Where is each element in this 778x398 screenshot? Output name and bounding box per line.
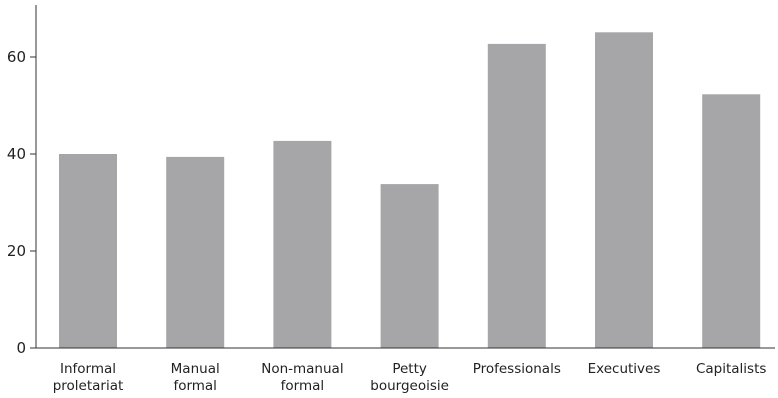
y-tick-label-0: 0: [16, 339, 26, 357]
x-labels-group: Informal proletariat Manual formal Non-manua…: [53, 361, 767, 394]
bar-5: [595, 32, 653, 349]
y-tick-label-3: 60: [7, 48, 26, 66]
y-tick-label-1: 20: [7, 242, 26, 260]
bar-4: [487, 43, 546, 349]
bar-0: [59, 154, 117, 348]
x-category-label-0: Informal proletariat: [53, 361, 124, 394]
bar-3: [380, 184, 439, 348]
bar-6: [702, 94, 761, 348]
x-category-label-3: Petty bourgeoisie: [370, 361, 449, 394]
x-category-label-6: Capitalists: [696, 361, 766, 377]
x-category-label-1: Manual formal: [171, 361, 220, 394]
x-category-label-2: Non-manual formal: [261, 361, 343, 394]
y-ticks-group: 0 20 40 60: [7, 48, 36, 357]
y-tick-label-2: 40: [7, 145, 26, 163]
bar-1: [166, 156, 225, 348]
x-category-label-5: Executives: [588, 361, 661, 377]
bars-group: [59, 32, 761, 349]
x-category-label-4: Professionals: [473, 361, 561, 377]
bar-2: [273, 140, 332, 348]
